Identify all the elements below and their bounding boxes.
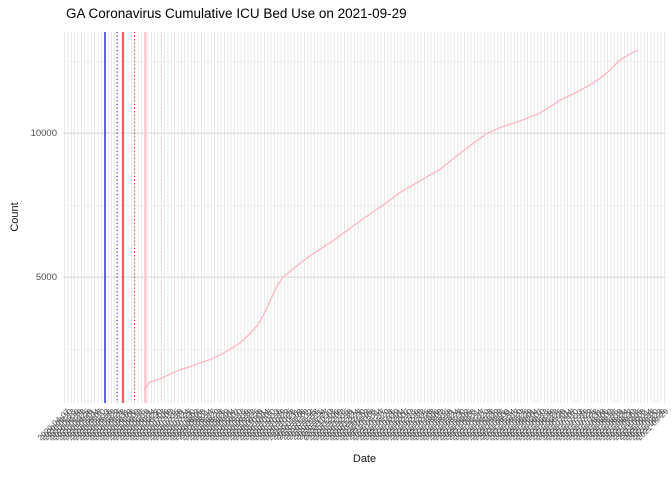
y-axis-title: Count [9,202,21,232]
y-tick-label: 10000 [30,127,57,139]
plot-panel [63,32,666,403]
x-axis-title: Date [352,453,377,465]
data-line [143,49,639,391]
plot-svg [63,32,666,403]
y-tick-label: 5000 [35,271,57,283]
chart-title: GA Coronavirus Cumulative ICU Bed Use on… [66,6,407,21]
